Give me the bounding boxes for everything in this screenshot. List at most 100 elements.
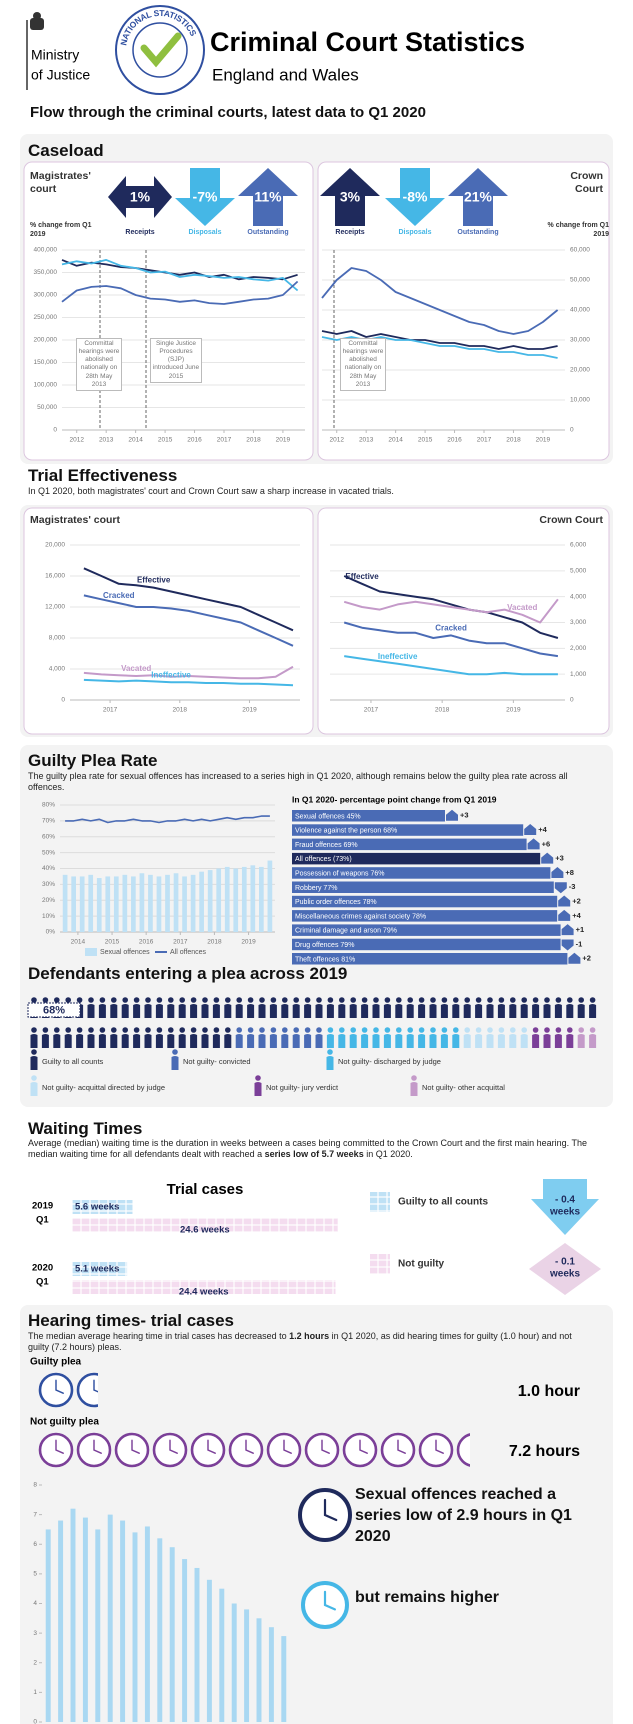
line-series xyxy=(65,815,270,824)
person-body xyxy=(315,1034,323,1048)
person-head xyxy=(247,1027,254,1033)
annotation: Committal hearings were abolished nation… xyxy=(76,338,122,391)
person-head xyxy=(498,1027,505,1033)
clock-face xyxy=(456,1433,470,1467)
bar xyxy=(71,876,76,932)
change-label: -3 xyxy=(569,882,576,891)
x-tick-label: 2014 xyxy=(388,437,403,444)
y-tick-label: 8 xyxy=(33,1482,37,1489)
panel xyxy=(317,507,610,735)
y-tick-label: 4 xyxy=(33,1600,37,1607)
y-tick-label: 0 xyxy=(61,697,65,704)
person-body xyxy=(155,1034,163,1048)
bar xyxy=(182,1559,188,1722)
change-label: -7% xyxy=(193,189,218,205)
person-body xyxy=(475,1034,483,1048)
person-head xyxy=(350,997,357,1003)
bar xyxy=(292,810,445,822)
bar xyxy=(292,924,561,936)
change-marker xyxy=(524,824,537,836)
bar xyxy=(224,866,230,932)
person-head xyxy=(567,997,573,1003)
bar xyxy=(88,874,94,932)
person-icon xyxy=(155,997,163,1018)
person-body xyxy=(497,1034,505,1048)
legend-label: Not guilty- acquittal directed by judge xyxy=(42,1083,165,1092)
bar xyxy=(250,865,256,932)
person-body xyxy=(30,1056,38,1070)
person-head xyxy=(156,1027,163,1033)
category-label: 2020 xyxy=(32,1263,53,1274)
person-head xyxy=(179,1027,185,1033)
series-label: Effective xyxy=(345,572,379,581)
value-label: 24.6 weeks xyxy=(180,1225,230,1236)
person-body xyxy=(212,1034,220,1048)
x-tick-label: 2018 xyxy=(173,707,188,714)
change-marker xyxy=(558,909,571,921)
person-body xyxy=(247,1004,255,1018)
person-body xyxy=(520,1034,528,1048)
person-head xyxy=(487,1027,493,1033)
x-tick-label: 2015 xyxy=(418,437,433,444)
bar xyxy=(241,866,247,932)
bar xyxy=(233,868,239,932)
person-icon xyxy=(452,1027,460,1048)
person-body xyxy=(349,1034,357,1048)
change-marker xyxy=(541,852,554,864)
line-series xyxy=(321,330,558,350)
change-marker xyxy=(527,838,540,850)
bar-grid xyxy=(72,1262,128,1276)
bar xyxy=(182,876,187,932)
person-body xyxy=(144,1004,152,1018)
bar xyxy=(173,873,179,932)
bar xyxy=(96,878,102,932)
person-head xyxy=(316,1027,322,1033)
series-name: Receipts xyxy=(125,229,154,236)
y-tick-label: 0 xyxy=(33,1719,37,1724)
x-tick-label: 2016 xyxy=(447,437,462,444)
bar xyxy=(292,895,558,908)
person-body xyxy=(577,1004,585,1018)
change-arrow xyxy=(238,168,298,226)
person-head xyxy=(464,997,471,1003)
bar-label: Criminal damage and arson 79% xyxy=(295,927,397,934)
person-body xyxy=(133,1004,141,1018)
person-body xyxy=(235,1004,243,1018)
person-icon xyxy=(144,1027,152,1048)
y-tick-label: 0% xyxy=(46,929,56,936)
person-head xyxy=(327,1027,334,1033)
x-tick-label: 2012 xyxy=(329,437,344,444)
person-body xyxy=(383,1034,391,1048)
person-body xyxy=(304,1004,312,1018)
x-tick-label: 2019 xyxy=(506,707,521,714)
bar xyxy=(165,874,170,932)
person-body xyxy=(429,1034,437,1048)
legend-label: Not guilty- discharged by judge xyxy=(338,1057,441,1066)
person-body xyxy=(235,1034,243,1048)
bar xyxy=(70,1508,76,1722)
person-head xyxy=(510,997,516,1003)
person-head xyxy=(168,1027,174,1033)
person-head xyxy=(42,1027,49,1033)
person-icon xyxy=(440,997,448,1018)
badge xyxy=(115,5,205,95)
bar xyxy=(105,876,111,932)
callout: 68% xyxy=(43,1004,65,1016)
person-body xyxy=(452,1034,460,1048)
person-icon xyxy=(178,1027,186,1048)
chart-title: Crown Court xyxy=(539,514,603,526)
text-part: 1.2 hours xyxy=(289,1331,330,1341)
change-arrow xyxy=(108,176,172,218)
bar xyxy=(292,824,524,836)
person-icon xyxy=(41,1027,49,1048)
person-icon xyxy=(281,1027,289,1048)
person-icon xyxy=(463,1027,471,1048)
person-head xyxy=(282,1027,288,1033)
person-body xyxy=(171,1056,179,1070)
person-body xyxy=(406,1004,414,1018)
value-label: 7.2 hours xyxy=(509,1443,580,1460)
y-tick-label: 5 xyxy=(33,1571,37,1578)
person-body xyxy=(349,1004,357,1018)
series-label: Vacated xyxy=(121,664,151,673)
person-body xyxy=(497,1004,505,1018)
